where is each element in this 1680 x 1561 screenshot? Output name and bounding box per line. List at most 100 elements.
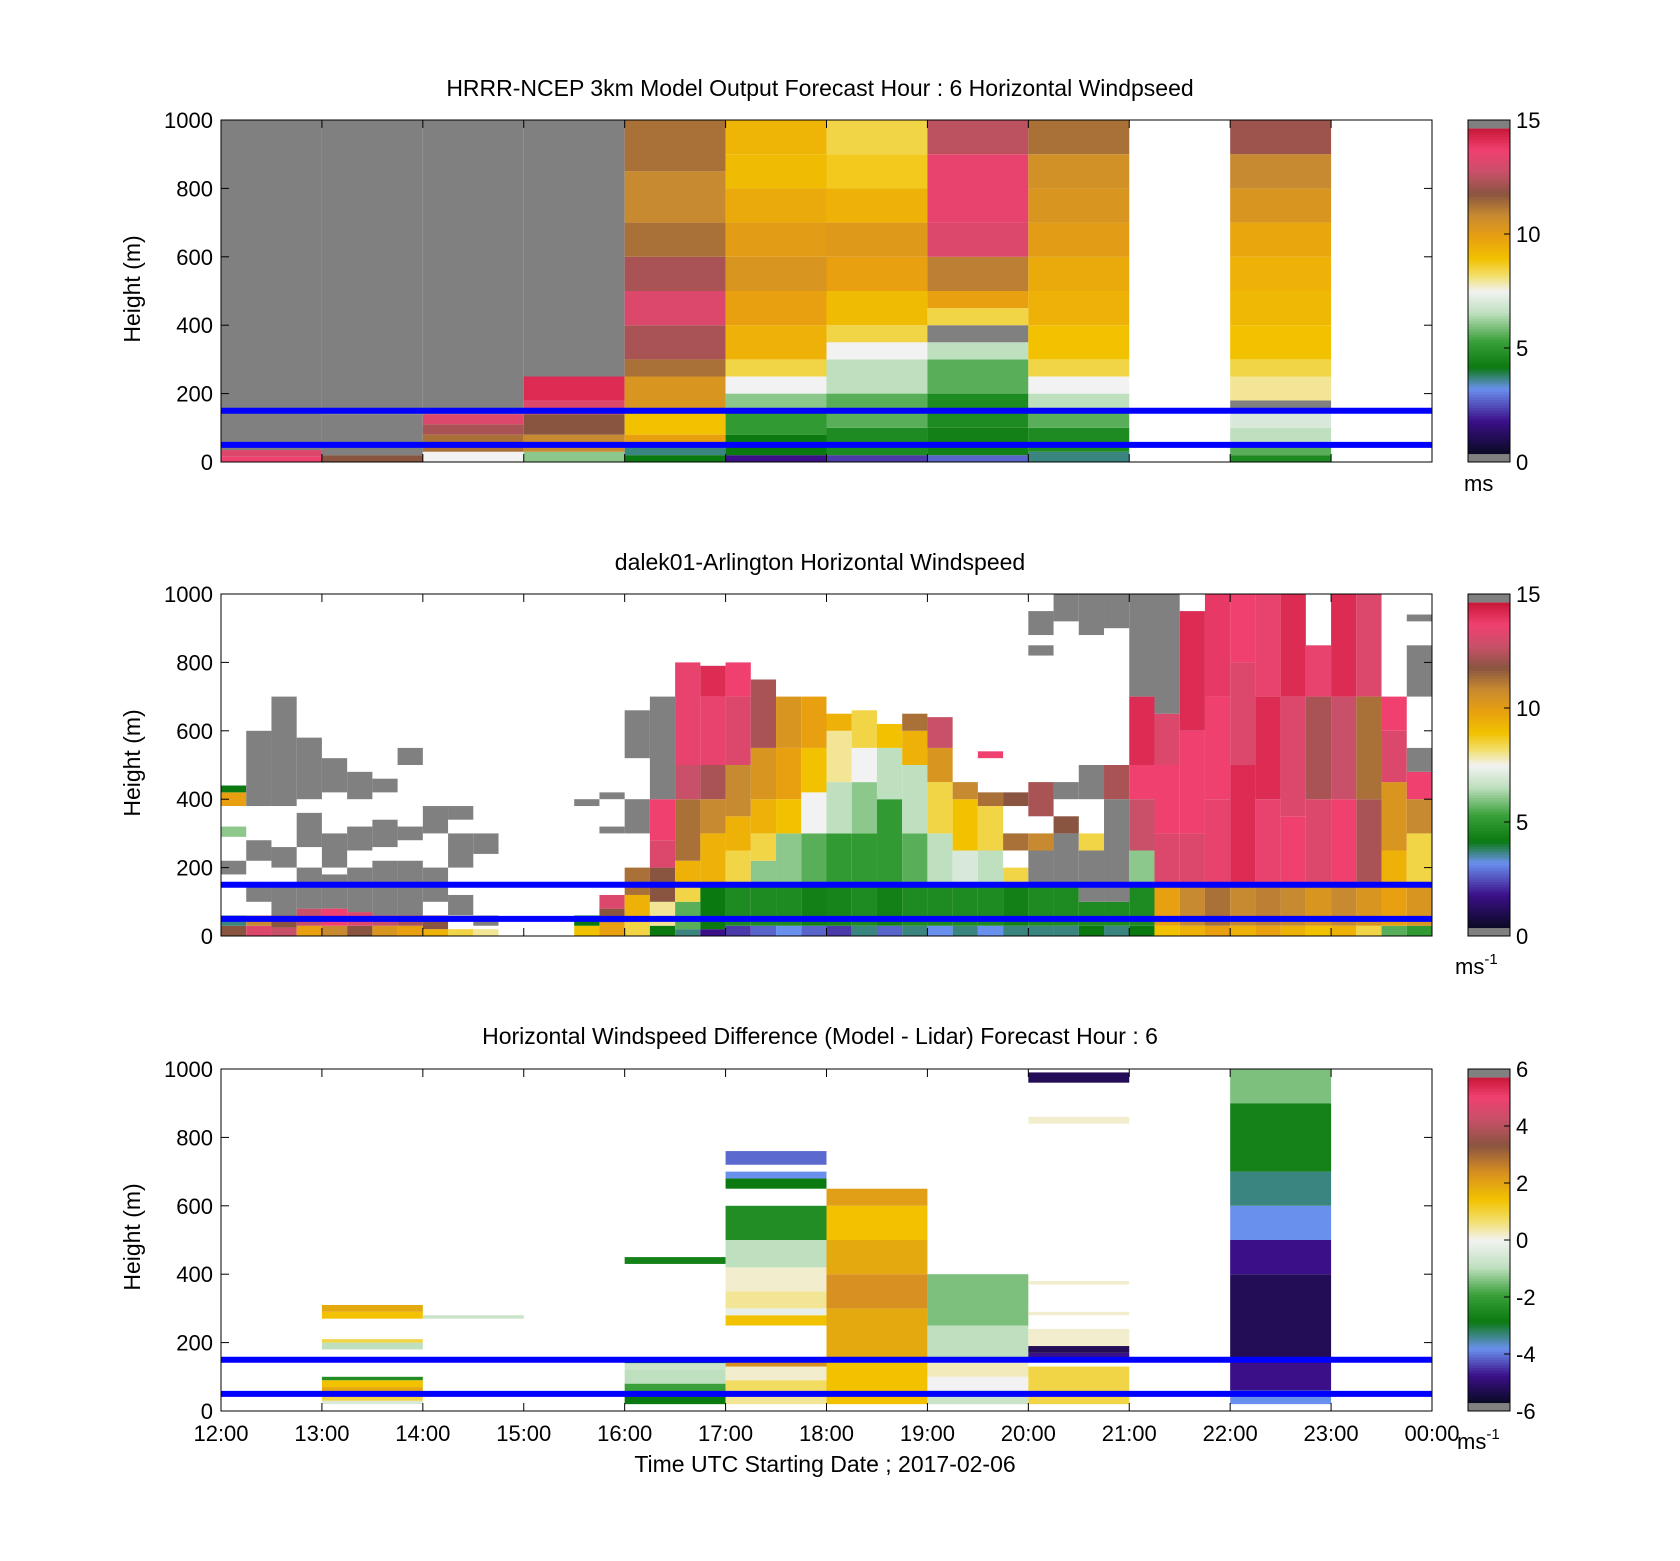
heatmap-cell xyxy=(725,925,751,936)
heatmap-cell xyxy=(523,120,625,377)
heatmap-cell xyxy=(624,455,726,462)
colorbar-swatch xyxy=(1468,1212,1510,1217)
heatmap-cell xyxy=(801,833,827,885)
heatmap-cell xyxy=(624,171,726,223)
y-tick-label: 0 xyxy=(201,924,213,949)
heatmap-cell xyxy=(321,833,348,868)
colorbar-frame xyxy=(1467,593,1511,937)
colorbar-swatch xyxy=(1468,1348,1510,1352)
y-tick-label: 800 xyxy=(176,176,213,201)
y-tick-label: 0 xyxy=(201,1399,213,1424)
y-tick-label: 1000 xyxy=(164,108,213,133)
heatmap-cell xyxy=(1028,410,1130,428)
heatmap-cell xyxy=(675,901,701,930)
colorbar-swatch xyxy=(1468,838,1510,842)
colorbar-swatch xyxy=(1468,770,1510,774)
heatmap-cell xyxy=(649,901,676,926)
heatmap-cell xyxy=(725,376,827,394)
heatmap-cell xyxy=(1280,696,1306,817)
heatmap-cell xyxy=(851,747,877,783)
colorbar-swatch xyxy=(1468,1134,1510,1138)
colorbar-swatch xyxy=(1468,345,1510,349)
colorbar-swatch xyxy=(1468,1202,1510,1206)
colorbar-swatch xyxy=(1468,358,1510,362)
colorbar-swatch xyxy=(1468,1226,1510,1230)
colorbar-swatch xyxy=(1468,1221,1510,1225)
heatmap-cell xyxy=(927,925,953,936)
colorbar-swatch xyxy=(1468,1275,1510,1279)
colorbar-swatch xyxy=(1468,1245,1510,1249)
colorbar-swatch xyxy=(1468,808,1510,812)
colorbar-swatch xyxy=(1468,1269,1510,1274)
heatmap-cell xyxy=(801,747,827,793)
colorbar-swatch xyxy=(1468,410,1510,414)
heatmap-cell xyxy=(221,785,247,793)
colorbar-tick-label: 2 xyxy=(1516,1171,1528,1196)
heatmap-cell xyxy=(321,1393,423,1401)
colorbar-swatch xyxy=(1468,1139,1510,1144)
colorbar-swatch xyxy=(1468,402,1510,406)
colorbar-swatch xyxy=(1468,724,1510,728)
heatmap-cell xyxy=(927,427,1029,456)
colorbar-swatch xyxy=(1468,1353,1510,1358)
heatmap-cell xyxy=(826,1240,928,1275)
heatmap-cell xyxy=(1305,799,1332,885)
colorbar-swatch xyxy=(1468,751,1510,755)
heatmap-cell xyxy=(776,747,802,800)
colorbar-swatch xyxy=(1468,851,1510,855)
colorbar-swatch xyxy=(1468,1386,1510,1390)
colorbar-swatch xyxy=(1468,1264,1510,1268)
colorbar-swatch xyxy=(1468,602,1510,606)
colorbar-swatch xyxy=(1468,1375,1510,1379)
heatmap-cell xyxy=(826,1188,928,1206)
heatmap-cell xyxy=(1230,120,1332,155)
colorbar-swatch xyxy=(1468,217,1510,222)
heatmap-cell xyxy=(1028,393,1130,411)
heatmap-cell xyxy=(725,188,827,223)
heatmap-cell xyxy=(1230,359,1332,377)
heatmap-cell xyxy=(347,771,373,800)
heatmap-cell xyxy=(1356,799,1382,885)
colorbar-swatch xyxy=(1468,905,1510,910)
colorbar-swatch xyxy=(1468,263,1510,268)
heatmap-cell xyxy=(1003,867,1029,885)
heatmap-cell xyxy=(321,1380,423,1388)
colorbar-swatch xyxy=(1468,383,1510,387)
heatmap-cell xyxy=(624,922,650,936)
heatmap-cell xyxy=(725,325,827,360)
heatmap-cell xyxy=(397,860,423,916)
heatmap-cell xyxy=(397,747,423,765)
heatmap-cell xyxy=(574,799,600,807)
heatmap-cell xyxy=(725,222,827,257)
heatmap-cell xyxy=(700,765,726,800)
heatmap-cell xyxy=(473,833,499,854)
heatmap-cell xyxy=(1028,120,1130,155)
colorbar-swatch xyxy=(1468,835,1510,839)
colorbar-swatch xyxy=(1468,1261,1510,1265)
heatmap-cell xyxy=(700,799,726,834)
heatmap-cell xyxy=(826,188,928,223)
heatmap-cell xyxy=(801,925,827,936)
colorbar-swatch xyxy=(1468,158,1510,162)
colorbar-swatch xyxy=(1468,643,1510,647)
colorbar-swatch xyxy=(1468,1169,1510,1173)
heatmap-cell xyxy=(1280,594,1306,697)
colorbar-swatch xyxy=(1468,1329,1510,1333)
y-tick-label: 400 xyxy=(176,313,213,338)
panel-lidar-plot: 0 200 400 600 800 1000 xyxy=(164,582,1433,949)
heatmap-cell xyxy=(523,451,625,462)
colorbar-swatch xyxy=(1468,865,1510,869)
colorbar-swatch xyxy=(1468,670,1510,674)
colorbar-swatch xyxy=(1468,781,1510,785)
heatmap-cell xyxy=(1028,782,1054,817)
heatmap-cell xyxy=(1230,188,1332,223)
heatmap-cell xyxy=(372,860,398,916)
colorbar-swatch xyxy=(1468,420,1510,425)
colorbar-swatch xyxy=(1468,908,1510,912)
colorbar-swatch xyxy=(1468,396,1510,400)
colorbar-swatch xyxy=(1468,1299,1510,1303)
colorbar-swatch xyxy=(1468,423,1510,427)
colorbar-swatch xyxy=(1468,713,1510,717)
colorbar-swatch xyxy=(1468,312,1510,316)
colorbar-swatch xyxy=(1468,1242,1510,1247)
